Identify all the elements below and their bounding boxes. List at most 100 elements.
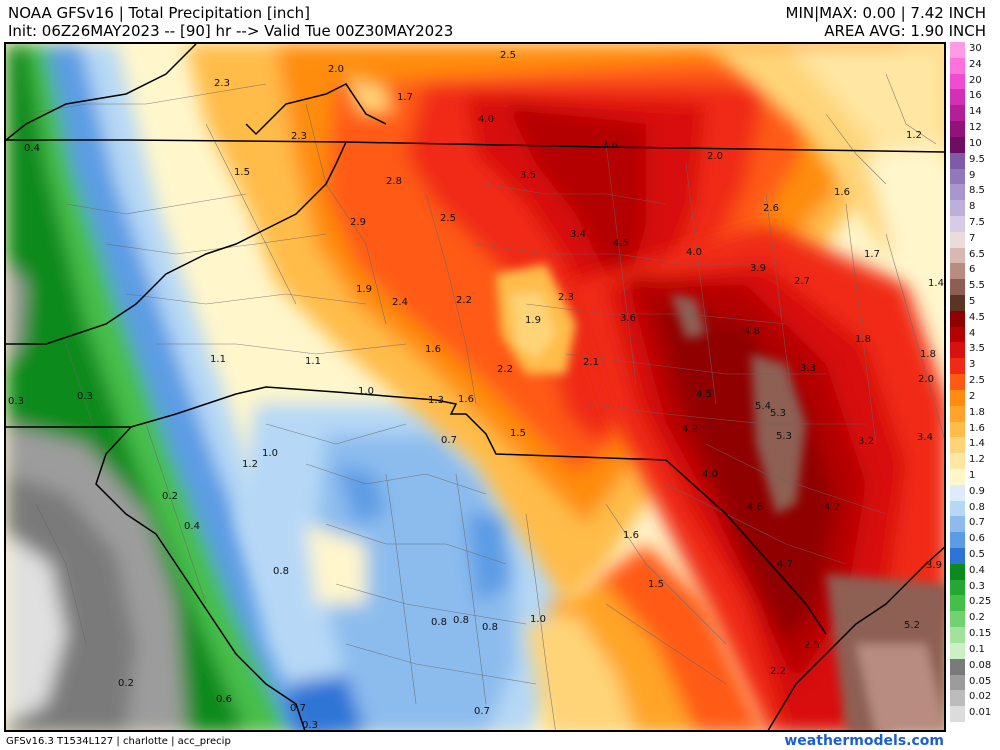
precip-value-label: 1.4 [928,278,944,289]
legend-swatch [950,121,965,137]
legend-swatch [950,184,965,201]
legend-label: 9.5 [969,153,985,165]
legend-label: 0.02 [969,691,992,703]
precipitation-map[interactable]: 2.5 2.3 2.0 1.7 4.0 3.6 2.0 1.2 0.4 2.3 1.5 2.8 3.5 1… [4,42,946,732]
legend-label: 2.5 [969,375,985,387]
precip-value-label: 1.3 [428,395,444,406]
precip-value-label: 4.0 [686,247,702,258]
legend-row: 0.15 [950,627,1000,643]
precip-value-label: 2.7 [794,276,810,287]
legend-swatch [950,706,965,722]
legend-label: 5.5 [969,280,985,292]
precip-value-label: 5.4 [755,401,771,412]
legend-label: 0.7 [969,517,985,529]
legend-label: 16 [969,90,982,102]
legend-label: 8 [969,201,976,213]
legend-swatch [950,453,965,469]
legend-swatch [950,215,965,232]
precip-value-label: 0.8 [453,615,469,626]
legend-label: 0.9 [969,485,985,497]
legend-label: 0.01 [969,707,992,719]
precip-value-label: 0.7 [474,706,490,717]
legend-label: 0.1 [969,643,985,655]
precip-value-label: 2.3 [291,131,307,142]
legend-swatch [950,468,965,485]
precip-value-label: 0.2 [162,491,178,502]
legend-row: 1 [950,468,1000,485]
precip-value-label: 2.6 [763,203,779,214]
precip-value-label: 0.7 [290,703,306,714]
legend-swatch [950,579,965,596]
legend-swatch [950,89,965,106]
precip-value-label: 4.5 [696,389,712,400]
legend-label: 2 [969,390,976,402]
precip-value-label: 2.2 [497,364,513,375]
legend-swatch [950,57,965,74]
legend-label: 30 [969,43,982,54]
legend-row: 30 [950,42,1000,58]
precip-value-label: 0.8 [273,566,289,577]
precip-value-label: 0.4 [184,521,200,532]
legend-swatch [950,310,965,327]
legend-label: 1.4 [969,438,985,450]
precip-value-label: 1.6 [458,394,474,405]
legend-row: 0.01 [950,706,1000,722]
legend-swatch [950,437,965,454]
precip-value-label: 1.8 [920,349,936,360]
precip-value-label: 4.0 [478,114,494,125]
precip-value-label: 1.1 [210,354,226,365]
precip-value-label: 1.9 [525,315,541,326]
legend-label: 1.8 [969,406,985,418]
legend-row: 0.08 [950,658,1000,675]
legend-row: 7 [950,231,1000,248]
precip-value-label: 4.7 [777,559,793,570]
precip-value-label: 4.2 [682,424,698,435]
state-and-county-borders [6,44,944,730]
legend-row: 6.5 [950,247,1000,264]
legend-row: 0.8 [950,500,1000,517]
precipitation-color-legend: 30 24 20 16 14 12 10 9.5 9 8.5 8 7.5 7 6.5 6 5.5 5 4.5 4 3.… [950,42,1000,722]
legend-row: 12 [950,121,1000,137]
legend-row: 5 [950,295,1000,311]
legend-swatch [950,374,965,390]
map-title: NOAA GFSv16 | Total Precipitation [inch] [8,4,310,22]
precip-value-label: 5.2 [904,620,920,631]
legend-label: 7 [969,232,976,244]
legend-row: 0.5 [950,548,1000,564]
legend-row: 9 [950,168,1000,185]
legend-row: 3.5 [950,342,1000,359]
precip-value-label: 2.9 [350,217,366,228]
legend-row: 5.5 [950,279,1000,296]
site-credit[interactable]: weathermodels.com [784,733,944,749]
precip-value-label: 1.5 [510,428,526,439]
legend-swatch [950,484,965,501]
legend-swatch [950,548,965,564]
legend-label: 4.5 [969,311,985,323]
legend-swatch [950,152,965,169]
legend-swatch [950,595,965,612]
precip-value-label: 3.5 [520,170,536,181]
precip-value-label: 5.3 [770,408,786,419]
legend-label: 10 [969,137,982,149]
precip-value-label: 3.3 [800,363,816,374]
legend-swatch [950,358,965,375]
precipitation-value-labels: 2.5 2.3 2.0 1.7 4.0 3.6 2.0 1.2 0.4 2.3 1.5 2.8 3.5 1… [8,50,944,730]
precip-value-label: 1.9 [356,284,372,295]
legend-swatch [950,326,965,343]
legend-label: 0.3 [969,580,985,592]
legend-label: 24 [969,58,982,70]
legend-label: 20 [969,74,982,86]
precip-value-label: 2.2 [456,295,472,306]
legend-row: 0.6 [950,532,1000,549]
precip-value-label: 0.4 [24,143,40,154]
legend-row: 20 [950,73,1000,90]
precipitation-map-canvas: 2.5 2.3 2.0 1.7 4.0 3.6 2.0 1.2 0.4 2.3 1.5 2.8 3.5 1… [6,44,944,730]
area-average-readout: AREA AVG: 1.90 INCH [824,22,986,40]
legend-row: 1.4 [950,437,1000,454]
legend-label: 0.5 [969,549,985,561]
legend-swatch [950,627,965,643]
legend-row: 24 [950,57,1000,74]
legend-swatch [950,342,965,359]
legend-label: 1.6 [969,422,985,434]
precip-value-label: 2.5 [500,50,516,61]
